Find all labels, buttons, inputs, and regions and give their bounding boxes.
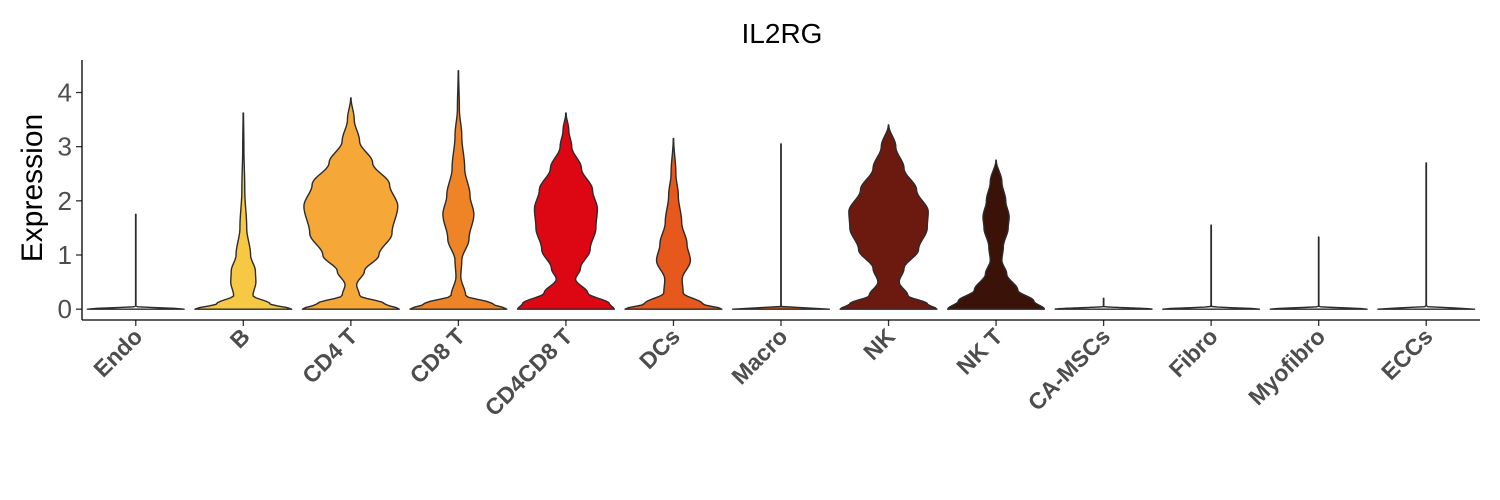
x-tick-label: Endo	[88, 323, 147, 382]
violin-cd4-t	[301, 97, 400, 310]
violin-macro	[731, 143, 831, 310]
y-tick-label: 3	[58, 132, 72, 162]
x-tick-label: Fibro	[1164, 323, 1223, 382]
x-tick-label: ECCs	[1376, 323, 1438, 385]
violin-dcs	[624, 137, 723, 310]
x-tick-label: DCs	[634, 323, 685, 374]
violin-cd4cd8-t	[516, 112, 616, 310]
x-tick-label: Macro	[726, 323, 792, 389]
violin-myofibro	[1269, 236, 1368, 310]
x-tick-label: CA-MSCs	[1023, 323, 1115, 415]
y-tick-label: 0	[58, 294, 72, 324]
y-tick-label: 4	[58, 78, 72, 108]
violin-nk	[839, 124, 938, 310]
x-tick-label: CD4 T	[297, 323, 362, 388]
violin-endo	[86, 213, 185, 310]
x-tick-label: B	[225, 323, 255, 353]
x-tick-label: NK T	[951, 323, 1007, 379]
y-axis-label: Expression	[16, 114, 49, 262]
x-tick-label: CD4CD8 T	[480, 323, 578, 421]
x-tick-label: Myofibro	[1243, 323, 1330, 410]
y-tick-label: 2	[58, 186, 72, 216]
x-axis-ticks: Endo B CD4 T CD8 T CD4CD8 T DCs Macro NK NK T CA-…	[88, 320, 1438, 421]
x-tick-label: NK	[858, 323, 900, 365]
violin-nk-t	[946, 159, 1046, 310]
chart-title: IL2RG	[742, 18, 823, 49]
violin-ca-mscs	[1054, 297, 1153, 310]
violin-eccs	[1377, 162, 1476, 310]
y-tick-label: 1	[58, 240, 72, 270]
violin-fibro	[1162, 224, 1261, 310]
y-axis-ticks: 0 1 2 3 4	[58, 78, 82, 324]
violin-group	[86, 70, 1476, 310]
violin-b	[194, 112, 293, 310]
violin-cd8-t	[409, 70, 508, 310]
x-tick-label: CD8 T	[405, 323, 470, 388]
